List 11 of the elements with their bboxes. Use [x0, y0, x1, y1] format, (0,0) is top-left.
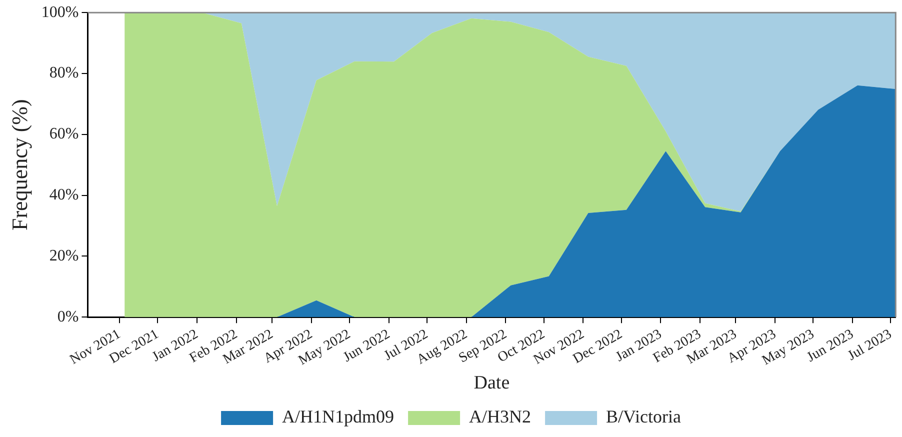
- y-tick-label: 60%: [49, 126, 79, 143]
- x-axis-title: Date: [474, 372, 510, 394]
- y-tick-label: 40%: [49, 186, 79, 204]
- y-tick-label: 80%: [49, 64, 79, 82]
- y-tick-label: 100%: [41, 4, 79, 21]
- y-axis-title: Frequency (%): [6, 99, 32, 231]
- legend-label: A/H1N1pdm09: [282, 406, 394, 427]
- legend-label: A/H3N2: [469, 406, 532, 427]
- legend-label: B/Victoria: [606, 406, 681, 427]
- y-tick-label: 0%: [57, 308, 79, 326]
- y-tick-label: 20%: [49, 247, 79, 264]
